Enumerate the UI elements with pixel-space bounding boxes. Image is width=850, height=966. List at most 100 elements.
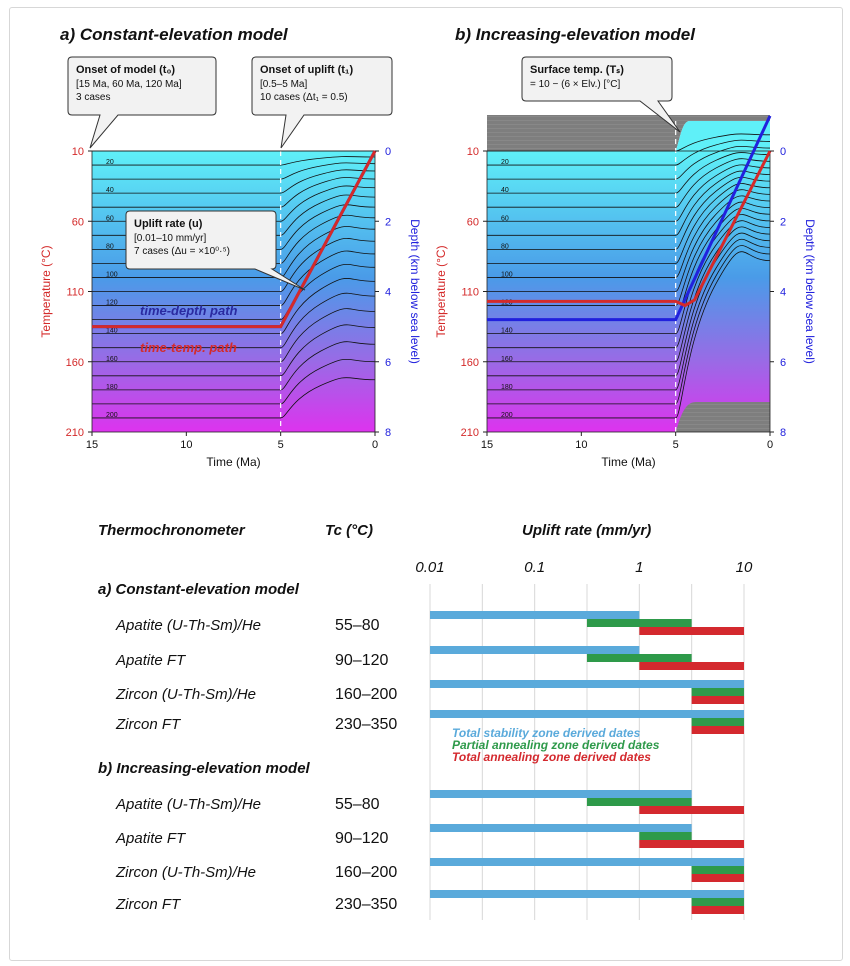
bar-total-annealing: [639, 662, 744, 670]
temp-tick-label: 60: [467, 216, 479, 228]
rate-tick-label: 1: [635, 559, 643, 576]
y-axis-label-left: Temperature (°C): [434, 245, 448, 337]
depth-tick-label: 6: [780, 357, 786, 369]
legend-entry: Total stability zone derived dates: [452, 726, 641, 740]
depth-tick-label: 4: [780, 287, 786, 299]
depth-tick-label: 0: [385, 146, 391, 158]
uplift-rate-chart: Thermochronometer Tc (°C) Uplift rate (mm/…: [98, 522, 753, 920]
x-axis-label: Time (Ma): [601, 455, 655, 469]
bar-total-stability: [430, 611, 640, 619]
isotherm: [487, 195, 771, 292]
isotherm: [92, 214, 376, 264]
isotherm: [92, 177, 376, 208]
isotherm: [92, 263, 376, 320]
temp-tick-label: 110: [461, 287, 479, 299]
callout-box: [521, 56, 681, 133]
time-tick-label: 5: [278, 439, 284, 451]
y-axis-label-right: Depth (km below sea level): [803, 219, 817, 364]
panel-title: a) Constant-elevation model: [60, 25, 289, 44]
temp-tick-label: 10: [467, 146, 479, 158]
isotherm: [92, 250, 376, 306]
isotherm: [487, 183, 771, 264]
isotherm-label: 120: [501, 300, 513, 307]
temp-tick-label: 10: [72, 146, 84, 158]
isotherm: [92, 156, 376, 166]
row-tc: 55–80: [335, 617, 380, 634]
callout-title: Surface temp. (Tₛ): [530, 64, 624, 76]
bar-partial-annealing: [586, 654, 692, 662]
isotherm: [487, 133, 771, 152]
row-label: Apatite FT: [115, 652, 187, 669]
legend-entry: Partial annealing zone derived dates: [452, 738, 660, 752]
rate-tick-label: 0.01: [415, 559, 444, 576]
isotherm-label: 180: [501, 384, 513, 391]
callout-onset-model: Onset of model (t₀) [15 Ma, 60 Ma, 120 Ma…: [67, 56, 217, 149]
isotherm-label: 60: [106, 215, 114, 222]
isotherm: [487, 238, 771, 391]
bar-partial-annealing: [586, 798, 692, 806]
isotherm: [92, 169, 376, 194]
callout-line: 7 cases (Δu = ×10⁰·⁵): [134, 246, 230, 257]
callout-title: Onset of uplift (t₁): [260, 64, 353, 76]
isotherm: [487, 164, 771, 222]
depth-tick-label: 2: [780, 216, 786, 228]
isotherm-label: 20: [501, 159, 509, 166]
row-tc: 160–200: [335, 686, 397, 703]
callout-surface-temp: Surface temp. (Tₛ) = 10 − (6 × Elv.) [°C]: [521, 56, 681, 133]
bar-partial-annealing: [639, 832, 692, 840]
header-thermochronometer: Thermochronometer: [98, 522, 246, 539]
row-label: Apatite FT: [115, 830, 187, 847]
isotherm: [92, 324, 376, 377]
callout-box: [67, 56, 217, 149]
depth-tick-label: 6: [385, 357, 391, 369]
bar-total-stability: [430, 790, 692, 798]
row-label: Zircon FT: [115, 716, 182, 733]
bar-total-stability: [430, 824, 692, 832]
bar-partial-annealing: [691, 718, 744, 726]
panel-b: b) Increasing-elevation model20406080100…: [434, 25, 817, 469]
isotherm-label: 140: [106, 328, 118, 335]
row-tc: 90–120: [335, 830, 388, 847]
isotherm: [92, 162, 376, 180]
callout-title: Onset of model (t₀): [76, 64, 175, 76]
isotherm: [487, 220, 771, 349]
time-depth-path: [487, 115, 772, 322]
isotherm: [92, 226, 376, 278]
isotherm-label: 180: [106, 384, 118, 391]
isotherm: [92, 341, 376, 391]
bar-total-stability: [430, 646, 640, 654]
time-tick-label: 15: [86, 439, 98, 451]
temp-tick-label: 210: [461, 427, 479, 439]
callout-title: Uplift rate (u): [134, 218, 203, 230]
deep-gray-block: [675, 402, 770, 432]
bar-partial-annealing: [691, 898, 744, 906]
rate-tick-label: 10: [736, 559, 753, 576]
time-tick-label: 0: [767, 439, 773, 451]
isotherm-label: 40: [501, 187, 509, 194]
row-tc: 90–120: [335, 652, 388, 669]
bar-total-annealing: [691, 696, 744, 704]
section-title: b) Increasing-elevation model: [98, 760, 311, 777]
time-temp-path: [487, 150, 772, 308]
isotherm: [487, 170, 771, 236]
panel-a: a) Constant-elevation model2040608010012…: [39, 25, 422, 469]
isotherm-label: 140: [501, 328, 513, 335]
isotherm-label: 60: [501, 215, 509, 222]
temp-tick-label: 160: [461, 357, 479, 369]
isotherm: [92, 204, 376, 250]
y-axis-label-right: Depth (km below sea level): [408, 219, 422, 364]
isotherm: [92, 238, 376, 292]
bar-total-annealing: [691, 726, 744, 734]
bar-chart-title: Uplift rate (mm/yr): [522, 522, 651, 539]
row-label: Zircon (U-Th-Sm)/He: [115, 864, 256, 881]
isotherm-label: 160: [106, 356, 118, 363]
bar-partial-annealing: [691, 688, 744, 696]
time-tick-label: 10: [180, 439, 192, 451]
time-tick-label: 10: [575, 439, 587, 451]
temp-tick-label: 110: [66, 287, 84, 299]
row-tc: 230–350: [335, 896, 397, 913]
isotherm: [92, 292, 376, 349]
row-label: Zircon FT: [115, 896, 182, 913]
bar-partial-annealing: [691, 866, 744, 874]
